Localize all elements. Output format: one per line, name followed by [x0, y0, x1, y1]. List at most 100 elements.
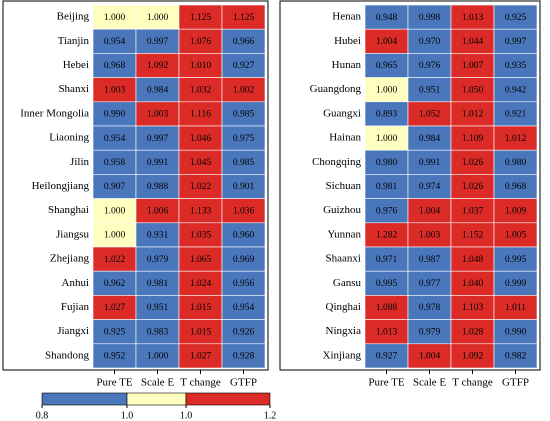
- cell-label: 1.006: [147, 206, 169, 216]
- cell-label: 0.979: [147, 255, 169, 265]
- cell-label: 0.969: [233, 255, 255, 265]
- cell: [450, 343, 495, 369]
- cell-label: 1.000: [147, 13, 169, 23]
- cell: [221, 28, 266, 54]
- cell: [493, 222, 538, 248]
- cell-label: 1.012: [462, 110, 484, 120]
- colorbar-segment: [41, 392, 128, 406]
- cell: [450, 77, 495, 103]
- cell-label: 1.045: [190, 158, 212, 168]
- cell-label: 1.092: [147, 61, 169, 71]
- cell-label: 1.000: [104, 13, 126, 23]
- cell-label: 0.985: [233, 158, 255, 168]
- cell-label: 1.116: [190, 110, 211, 120]
- cell-label: 0.983: [147, 327, 169, 337]
- row-label: Hebei: [63, 59, 89, 71]
- row-label: Shaanxi: [326, 253, 361, 265]
- row-label: Hainan: [329, 132, 361, 144]
- row-label: Beijing: [57, 11, 90, 23]
- cell-label: 0.998: [419, 13, 441, 23]
- cell-label: 1.003: [104, 85, 126, 95]
- cell: [221, 222, 266, 248]
- row-label: Fujian: [61, 301, 90, 313]
- cell-label: 0.960: [233, 231, 255, 241]
- cell-label: 1.024: [190, 279, 212, 289]
- cell: [135, 343, 180, 369]
- cell: [92, 246, 137, 272]
- cell-label: 1.035: [190, 231, 212, 241]
- cell: [493, 174, 538, 199]
- cell-label: 1.040: [462, 279, 484, 289]
- cell-label: 1.000: [376, 85, 398, 95]
- cell-label: 1.076: [190, 37, 212, 47]
- cell: [493, 270, 538, 296]
- cell-label: 1.000: [376, 134, 398, 144]
- cell-label: 1.004: [419, 206, 441, 216]
- cell-label: 1.000: [104, 206, 126, 216]
- cell-label: 0.942: [505, 85, 527, 95]
- cell-label: 1.048: [462, 255, 484, 265]
- cell: [364, 198, 409, 224]
- cell-label: 0.991: [147, 158, 169, 168]
- cell-label: 0.965: [376, 61, 398, 71]
- cell-label: 1.103: [462, 303, 484, 313]
- cell: [135, 125, 180, 151]
- cell: [92, 174, 137, 199]
- cell: [450, 4, 495, 30]
- cell: [364, 222, 409, 248]
- row-label: Jiangsu: [56, 228, 90, 240]
- row-label: Jiangxi: [57, 325, 89, 337]
- colorbar-segment: [185, 392, 271, 406]
- cell-label: 1.022: [190, 182, 212, 192]
- row-label: Shanghai: [48, 204, 89, 216]
- column-label: Scale E: [413, 377, 447, 389]
- cell: [221, 343, 266, 369]
- cell: [178, 295, 223, 320]
- column-label: Pure TE: [96, 377, 132, 389]
- cell: [221, 295, 266, 320]
- cell: [92, 101, 137, 127]
- cell-label: 1.282: [376, 231, 398, 241]
- cell-label: 0.927: [376, 352, 398, 362]
- cell-label: 0.951: [419, 85, 441, 95]
- cell-label: 0.931: [147, 231, 169, 241]
- cell-label: 0.927: [233, 61, 255, 71]
- cell: [221, 53, 266, 78]
- cell-label: 1.009: [505, 206, 527, 216]
- cell: [178, 319, 223, 345]
- row-label: Guizhou: [323, 204, 361, 216]
- cell-label: 0.925: [505, 13, 527, 23]
- cell-label: 1.027: [190, 352, 212, 362]
- cell-label: 1.032: [190, 85, 212, 95]
- cell-label: 0.976: [376, 206, 398, 216]
- cell: [221, 319, 266, 345]
- cell: [178, 198, 223, 224]
- cell-label: 1.010: [190, 61, 212, 71]
- cell-label: 1.013: [376, 327, 398, 337]
- cell: [92, 53, 137, 78]
- cell-label: 1.026: [462, 158, 484, 168]
- cell: [493, 77, 538, 103]
- cell: [178, 222, 223, 248]
- row-label: Chongqing: [312, 156, 361, 168]
- cell-label: 0.988: [147, 182, 169, 192]
- cell: [450, 319, 495, 345]
- cell-label: 1.125: [190, 13, 212, 23]
- cell-label: 1.125: [233, 13, 255, 23]
- cell: [221, 270, 266, 296]
- row-label: Qinghai: [326, 301, 361, 313]
- row-label: Hubei: [334, 35, 361, 47]
- cell: [364, 4, 409, 30]
- row-label: Guangxi: [323, 107, 361, 119]
- cell-label: 0.984: [147, 85, 169, 95]
- cell-label: 1.026: [462, 182, 484, 192]
- cell-label: 1.133: [190, 206, 212, 216]
- cell-label: 0.979: [419, 327, 441, 337]
- row-label: Anhui: [62, 277, 90, 289]
- column-label: T change: [180, 377, 221, 389]
- cell: [364, 343, 409, 369]
- cell-label: 0.981: [147, 279, 169, 289]
- cell-label: 0.981: [376, 182, 398, 192]
- cell: [221, 4, 266, 30]
- cell: [135, 246, 180, 272]
